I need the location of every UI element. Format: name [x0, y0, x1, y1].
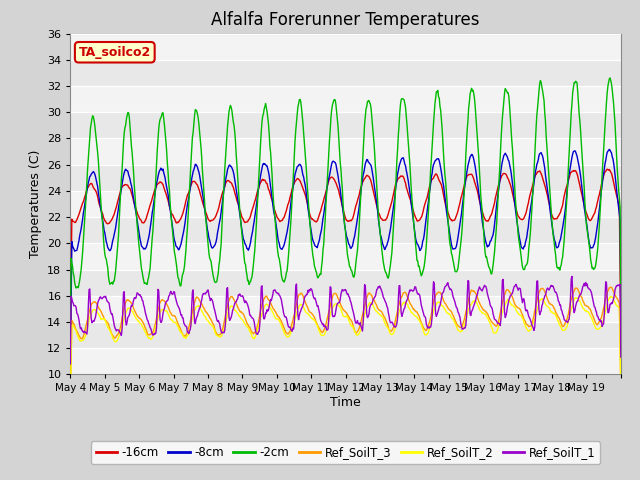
- Bar: [70, 191, 621, 217]
- Bar: [70, 86, 621, 112]
- Bar: [70, 34, 621, 60]
- Y-axis label: Temperatures (C): Temperatures (C): [29, 150, 42, 258]
- Bar: [70, 296, 621, 322]
- Bar: [70, 243, 621, 270]
- Text: TA_soilco2: TA_soilco2: [79, 46, 151, 59]
- X-axis label: Time: Time: [330, 396, 361, 409]
- Bar: [70, 348, 621, 374]
- Title: Alfalfa Forerunner Temperatures: Alfalfa Forerunner Temperatures: [211, 11, 480, 29]
- Bar: [70, 138, 621, 165]
- Legend: -16cm, -8cm, -2cm, Ref_SoilT_3, Ref_SoilT_2, Ref_SoilT_1: -16cm, -8cm, -2cm, Ref_SoilT_3, Ref_Soil…: [91, 442, 600, 464]
